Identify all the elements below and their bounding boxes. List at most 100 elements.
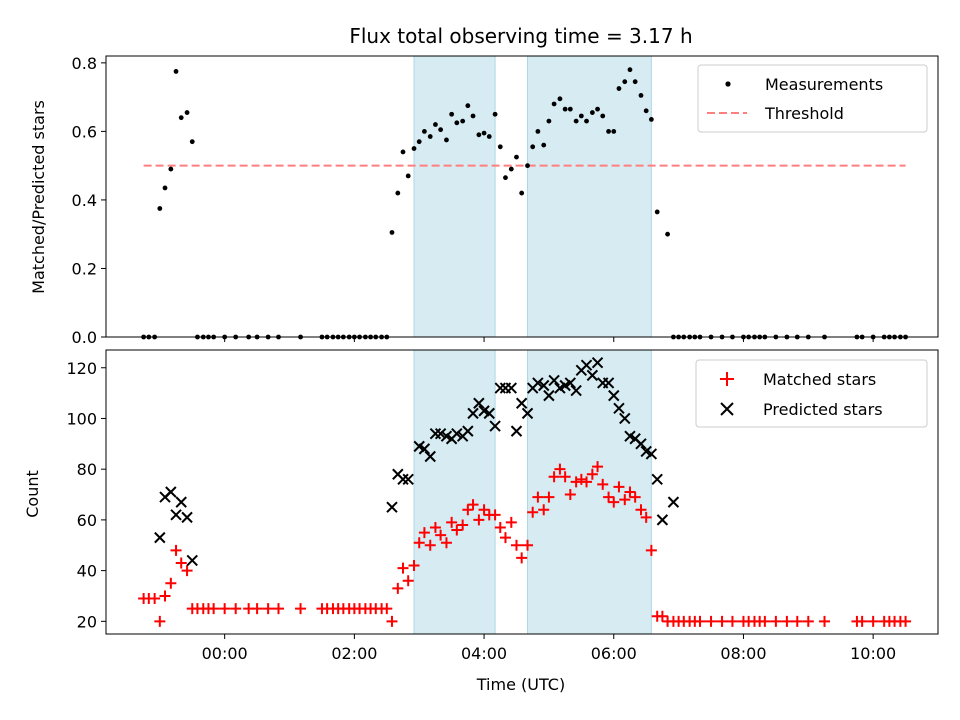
matched-star-point xyxy=(262,603,274,615)
matched-star-point xyxy=(499,532,511,544)
legend-threshold-label: Threshold xyxy=(764,104,844,123)
measurement-point xyxy=(400,149,406,155)
measurement-point xyxy=(616,86,622,91)
measurement-point xyxy=(546,118,552,124)
predicted-star-point xyxy=(467,407,479,420)
matched-star-point xyxy=(440,537,452,549)
predicted-star-point xyxy=(580,359,593,371)
matched-star-point xyxy=(510,539,522,551)
measurement-point xyxy=(416,139,422,145)
x-tick-label: 08:00 xyxy=(720,644,766,663)
matched-star-point xyxy=(170,544,182,556)
figure-title: Flux total observing time = 3.17 h xyxy=(349,24,692,48)
measurement-point xyxy=(503,175,508,181)
matched-star-point xyxy=(624,486,636,498)
predicted-star-point xyxy=(532,377,544,389)
measurement-point xyxy=(627,67,633,73)
predicted-star-point xyxy=(586,369,599,382)
matched-star-point xyxy=(819,615,831,627)
matched-star-point xyxy=(489,509,501,521)
legend-predicted-label: Predicted stars xyxy=(763,400,883,419)
matched-star-point xyxy=(516,552,528,564)
ratio-legend: Measurements Threshold xyxy=(697,64,928,133)
matched-star-point xyxy=(781,615,793,627)
measurement-point xyxy=(173,69,179,74)
measurement-point xyxy=(178,115,184,121)
predicted-star-point xyxy=(429,427,442,440)
matched-star-point xyxy=(559,471,571,483)
measurement-point xyxy=(157,206,163,211)
matched-star-point xyxy=(726,615,738,627)
y-tick-label: 0.0 xyxy=(72,328,97,347)
matched-star-point xyxy=(392,582,404,594)
matched-star-point xyxy=(635,504,647,516)
matched-star-point xyxy=(548,471,560,483)
measurement-point xyxy=(389,230,395,235)
predicted-star-point xyxy=(402,473,414,486)
measurement-point xyxy=(638,93,644,98)
ratio-y-ticks: 0.0 0.2 0.4 0.6 0.8 xyxy=(72,54,106,347)
matched-star-point xyxy=(900,615,912,627)
matched-star-point xyxy=(159,590,171,602)
matched-star-point xyxy=(295,603,307,615)
matched-star-point xyxy=(564,489,576,501)
measurement-point xyxy=(433,122,438,127)
measurement-point xyxy=(444,137,449,143)
predicted-star-point xyxy=(510,425,523,437)
measurement-point xyxy=(470,113,476,119)
count-points xyxy=(138,356,912,627)
predicted-star-point xyxy=(543,389,555,402)
matched-star-point xyxy=(581,476,593,488)
predicted-star-point xyxy=(656,514,669,526)
y-tick-label: 0.2 xyxy=(72,259,97,278)
measurement-point xyxy=(395,190,401,196)
legend-measurements-marker xyxy=(725,81,731,87)
predicted-star-point xyxy=(651,473,663,486)
measurement-point xyxy=(525,163,530,169)
predicted-star-point xyxy=(570,384,582,397)
matched-star-point xyxy=(397,562,409,574)
matched-star-point xyxy=(538,504,550,516)
measurement-point xyxy=(530,144,536,150)
matched-star-point xyxy=(532,491,544,503)
measurement-point xyxy=(622,79,628,85)
matched-star-point xyxy=(386,615,398,627)
matched-star-point xyxy=(462,504,474,516)
measurement-point xyxy=(535,128,541,134)
matched-star-point xyxy=(586,468,598,480)
matched-star-point xyxy=(272,603,284,615)
measurement-point xyxy=(562,106,568,112)
legend-predicted-marker xyxy=(720,402,734,416)
predicted-star-point xyxy=(538,379,550,392)
predicted-star-point xyxy=(489,420,501,432)
ratio-x-ticks xyxy=(224,337,874,342)
measurement-point xyxy=(519,190,525,196)
measurement-point xyxy=(162,185,168,191)
count-legend-box xyxy=(695,359,928,428)
measurement-point xyxy=(595,106,600,112)
matched-star-point xyxy=(473,514,485,526)
ratio-axes-frame xyxy=(105,55,939,338)
matched-star-point xyxy=(402,575,414,587)
y-tick-label: 60 xyxy=(77,511,97,530)
measurement-point xyxy=(168,166,174,172)
predicted-star-point xyxy=(521,407,534,420)
matched-star-point xyxy=(716,615,728,627)
measurement-point xyxy=(654,209,660,215)
matched-star-point xyxy=(208,603,220,615)
count-y-ticks: 20 40 60 80 100 120 xyxy=(66,359,106,631)
matched-star-point xyxy=(570,476,582,488)
matched-star-point xyxy=(592,461,604,473)
measurement-point xyxy=(606,128,611,134)
y-tick-label: 20 xyxy=(77,612,97,631)
predicted-star-point xyxy=(602,377,615,389)
matched-star-point xyxy=(608,496,620,508)
x-tick-label: 06:00 xyxy=(591,644,637,663)
measurement-point xyxy=(184,110,190,115)
matched-star-point xyxy=(181,565,193,577)
measurement-point xyxy=(665,231,670,237)
predicted-star-point xyxy=(154,531,166,544)
measurement-point xyxy=(573,118,579,124)
measurement-point xyxy=(643,108,649,114)
